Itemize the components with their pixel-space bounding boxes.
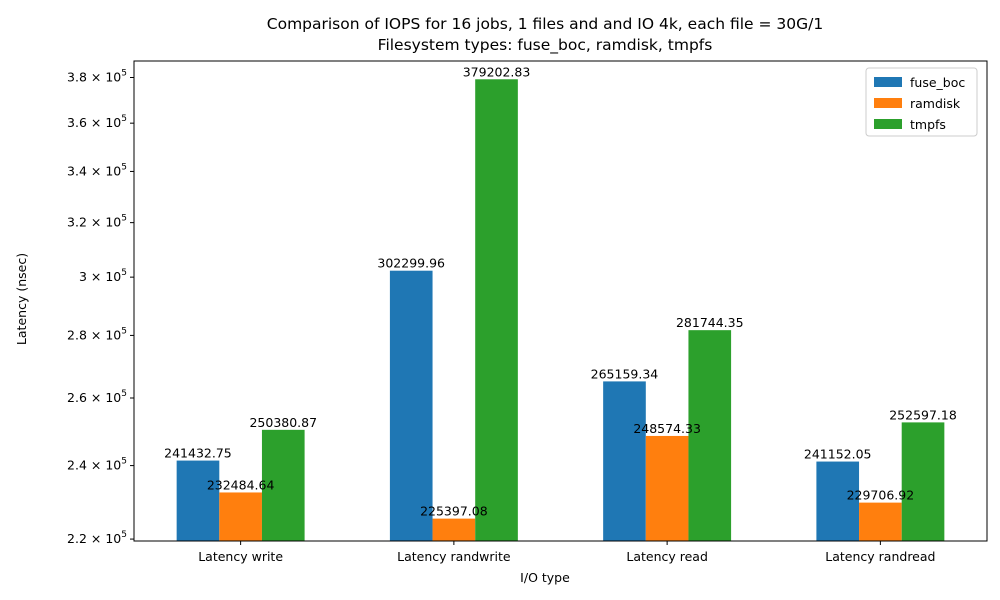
data-label-fuse_boc-1: 302299.96 bbox=[377, 256, 445, 271]
bars-layer bbox=[176, 79, 945, 541]
data-label-tmpfs-1: 379202.83 bbox=[463, 64, 531, 79]
legend-swatch-tmpfs bbox=[874, 119, 902, 129]
x-tick-label-0: Latency write bbox=[198, 549, 283, 564]
data-label-ramdisk-0: 232484.64 bbox=[207, 477, 275, 492]
y-tick-label-3: 2.8 × 105 bbox=[67, 326, 127, 342]
bar-tmpfs-1 bbox=[475, 79, 518, 541]
y-tick-label-6: 3.4 × 105 bbox=[67, 162, 127, 178]
y-tick-label-7: 3.6 × 105 bbox=[67, 114, 127, 130]
data-label-tmpfs-3: 252597.18 bbox=[889, 407, 957, 422]
bar-fuse_boc-0 bbox=[176, 460, 220, 541]
x-axis: Latency write Latency randwrite Latency re… bbox=[198, 541, 935, 564]
y-tick-label-4: 3 × 105 bbox=[79, 268, 127, 284]
bar-fuse_boc-3 bbox=[816, 461, 860, 541]
y-tick-label-5: 3.2 × 105 bbox=[67, 214, 127, 230]
legend-swatch-ramdisk bbox=[874, 98, 902, 108]
chart-title: Comparison of IOPS for 16 jobs, 1 files … bbox=[267, 15, 823, 55]
legend-label-fuse_boc: fuse_boc bbox=[910, 75, 965, 90]
y-tick-label-0: 2.2 × 105 bbox=[67, 530, 127, 546]
bar-tmpfs-3 bbox=[901, 422, 945, 541]
legend-swatch-fuse_boc bbox=[874, 77, 902, 87]
plot-frame bbox=[133, 60, 988, 542]
x-axis-label: I/O type bbox=[520, 570, 570, 585]
data-label-fuse_boc-0: 241432.75 bbox=[164, 446, 232, 461]
x-tick-label-1: Latency randwrite bbox=[397, 549, 511, 564]
bar-fuse_boc-1 bbox=[389, 270, 433, 541]
bar-tmpfs-2 bbox=[688, 330, 732, 541]
data-label-ramdisk-2: 248574.33 bbox=[633, 421, 701, 436]
x-tick-label-3: Latency randread bbox=[825, 549, 935, 564]
legend-label-tmpfs: tmpfs bbox=[910, 117, 946, 132]
legend-label-ramdisk: ramdisk bbox=[910, 96, 961, 111]
bar-fuse_boc-2 bbox=[603, 381, 646, 541]
data-label-tmpfs-0: 250380.87 bbox=[249, 415, 317, 430]
bar-ramdisk-0 bbox=[219, 492, 262, 541]
bar-ramdisk-2 bbox=[645, 435, 689, 541]
y-axis-label: Latency (nsec) bbox=[14, 253, 29, 345]
data-label-fuse_boc-2: 265159.34 bbox=[591, 366, 659, 381]
chart-title-line-2: Filesystem types: fuse_boc, ramdisk, tmp… bbox=[378, 36, 713, 55]
y-tick-label-8: 3.8 × 105 bbox=[67, 69, 127, 85]
data-labels-layer: 241432.75 232484.64 250380.87 302299.96 2253… bbox=[164, 64, 957, 518]
data-label-ramdisk-1: 225397.08 bbox=[420, 504, 488, 519]
x-tick-label-2: Latency read bbox=[626, 549, 708, 564]
bar-ramdisk-1 bbox=[432, 518, 476, 541]
data-label-ramdisk-3: 229706.92 bbox=[847, 488, 915, 503]
data-label-fuse_boc-3: 241152.05 bbox=[804, 447, 872, 462]
bar-tmpfs-0 bbox=[261, 429, 305, 541]
y-tick-label-2: 2.6 × 105 bbox=[67, 389, 127, 405]
chart-title-line-1: Comparison of IOPS for 16 jobs, 1 files … bbox=[267, 15, 823, 33]
data-label-tmpfs-2: 281744.35 bbox=[676, 315, 744, 330]
bar-ramdisk-3 bbox=[859, 502, 902, 541]
y-tick-label-1: 2.4 × 105 bbox=[67, 457, 127, 473]
y-axis: 2.2 × 105 2.4 × 105 2.6 × 105 2.8 × 105 3 × … bbox=[67, 69, 134, 546]
